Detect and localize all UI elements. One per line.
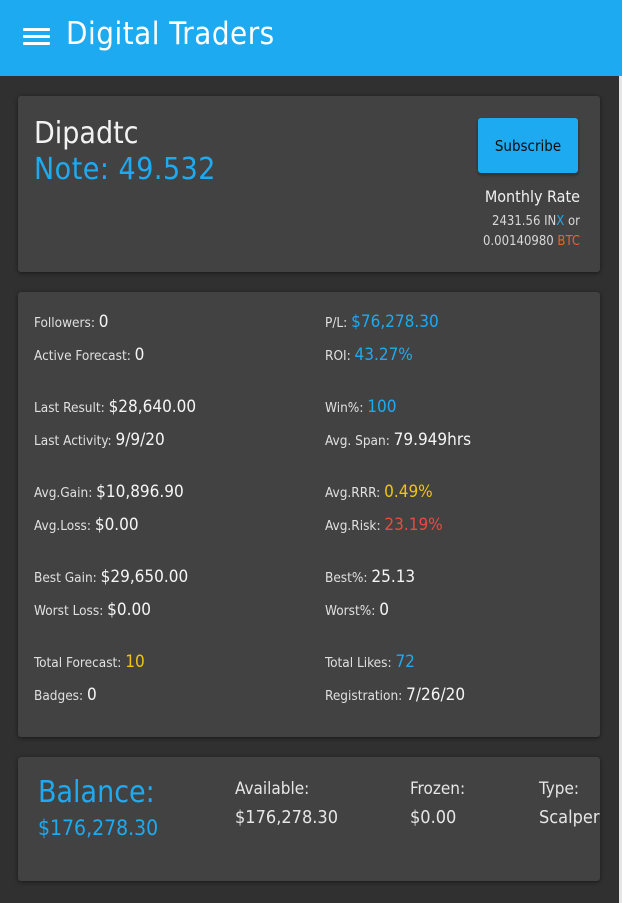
stat-avg-rrr: Avg.RRR: 0.49% xyxy=(325,482,433,502)
trader-name: Dipadtc xyxy=(34,116,139,151)
stat-last-activity: Last Activity: 9/9/20 xyxy=(34,430,165,450)
stat-best-pct: Best%: 25.13 xyxy=(325,567,416,587)
app-bar: Digital Traders xyxy=(0,0,622,76)
rate-btc: 0.00140980 BTC xyxy=(483,234,580,249)
scrollbar-track xyxy=(619,76,622,903)
stat-avg-loss: Avg.Loss: $0.00 xyxy=(34,515,139,535)
stat-total-forecast: Total Forecast: 10 xyxy=(34,652,145,672)
subscribe-button[interactable]: Subscribe xyxy=(478,118,578,173)
trader-profile-card: Dipadtc Note: 49.532 Subscribe Monthly R… xyxy=(18,96,600,272)
stat-active-forecast: Active Forecast: 0 xyxy=(34,345,145,365)
available-value: $176,278.30 xyxy=(235,807,338,828)
balance-label: Balance: xyxy=(38,775,155,810)
stat-avg-span: Avg. Span: 79.949hrs xyxy=(325,430,472,450)
stat-best-gain: Best Gain: $29,650.00 xyxy=(34,567,189,587)
frozen-label: Frozen: xyxy=(410,779,466,799)
stat-followers: Followers: 0 xyxy=(34,312,109,332)
stat-registration: Registration: 7/26/20 xyxy=(325,685,466,705)
stat-badges: Badges: 0 xyxy=(34,685,97,705)
stat-last-result: Last Result: $28,640.00 xyxy=(34,397,197,417)
available-label: Available: xyxy=(235,779,310,799)
stat-worst-loss: Worst Loss: $0.00 xyxy=(34,600,151,620)
frozen-value: $0.00 xyxy=(410,807,457,828)
balance-value: $176,278.30 xyxy=(38,816,159,840)
stat-total-likes: Total Likes: 72 xyxy=(325,652,415,672)
stat-worst-pct: Worst%: 0 xyxy=(325,600,389,620)
app-title: Digital Traders xyxy=(66,16,275,52)
type-label: Type: xyxy=(539,779,580,799)
menu-icon[interactable] xyxy=(23,28,50,46)
stat-roi: ROI: 43.27% xyxy=(325,345,413,365)
trader-stats-card: Followers: 0 P/L: $76,278.30 Active Fore… xyxy=(18,292,600,737)
stat-avg-gain: Avg.Gain: $10,896.90 xyxy=(34,482,184,502)
rate-inx: 2431.56 INX or xyxy=(492,214,580,229)
type-value: Scalper xyxy=(539,807,600,828)
monthly-rate-label: Monthly Rate xyxy=(484,187,580,206)
trader-note: Note: 49.532 xyxy=(34,152,216,187)
stat-pl: P/L: $76,278.30 xyxy=(325,312,439,332)
stat-avg-risk: Avg.Risk: 23.19% xyxy=(325,515,443,535)
stat-win-pct: Win%: 100 xyxy=(325,397,397,417)
balance-card: Balance: $176,278.30 Available: $176,278… xyxy=(18,757,600,881)
